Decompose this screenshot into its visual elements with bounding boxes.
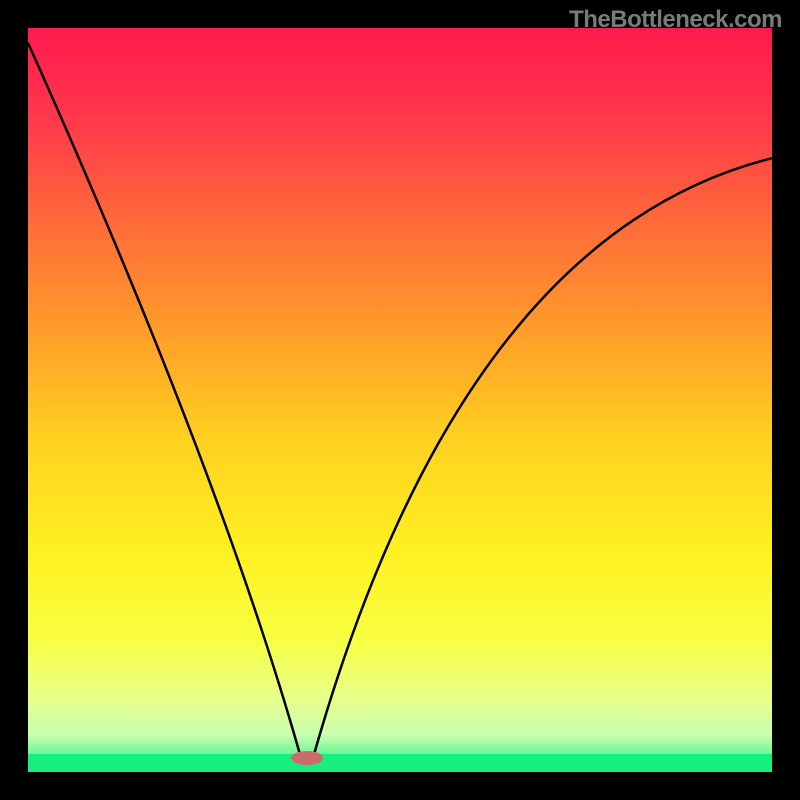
bottleneck-chart (0, 0, 800, 800)
watermark-text: TheBottleneck.com (569, 6, 782, 34)
plot-background (28, 28, 772, 772)
bottleneck-marker (291, 751, 323, 765)
green-band (28, 754, 772, 772)
